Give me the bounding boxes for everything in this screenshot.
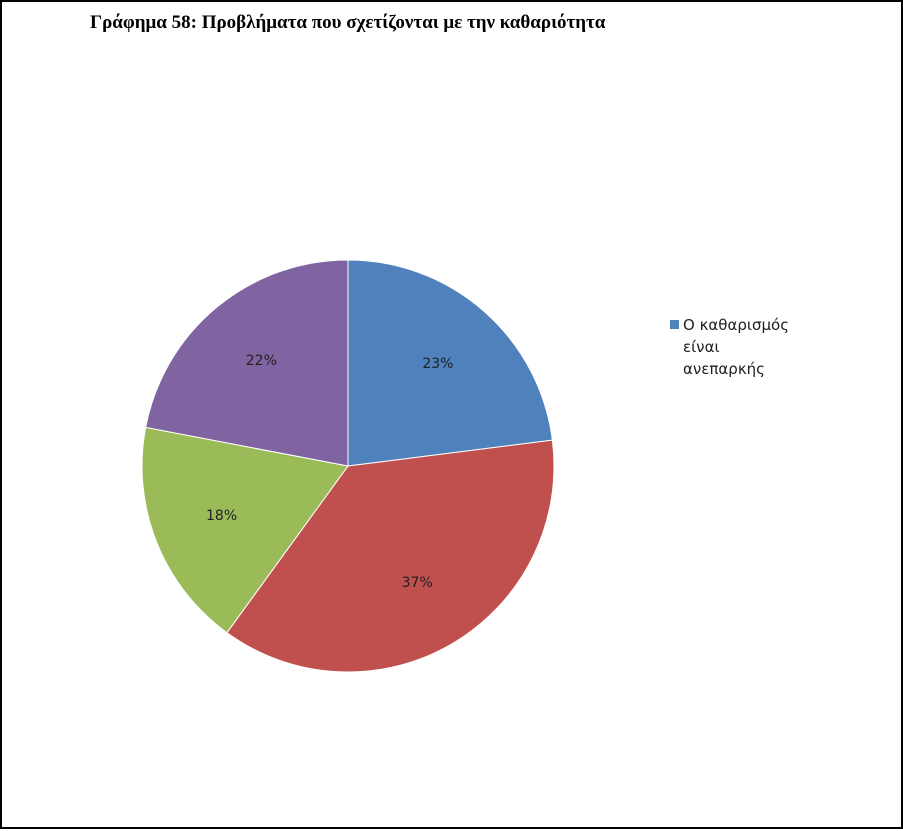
slice-label: 37% [402,575,433,591]
slice-label: 22% [246,353,277,369]
pie-labels: 23% 37% 18% 22% [206,353,453,591]
pie-slices [141,259,555,673]
slice-label: 18% [206,508,237,524]
pie-slice-2 [226,439,555,673]
pie-slice-4 [145,259,349,467]
legend-item: Ο καθαρισμός είναι ανεπαρκής [670,314,793,380]
pie-slice-1 [347,259,553,467]
chart-legend: Ο καθαρισμός είναι ανεπαρκής [670,314,793,380]
pie-slice-3 [141,426,349,634]
legend-label: Ο καθαρισμός είναι ανεπαρκής [683,316,789,378]
legend-swatch [670,320,679,329]
slice-label: 23% [422,356,453,372]
chart-title: Γράφημα 58: Προβλήματα που σχετίζονται μ… [90,12,606,33]
